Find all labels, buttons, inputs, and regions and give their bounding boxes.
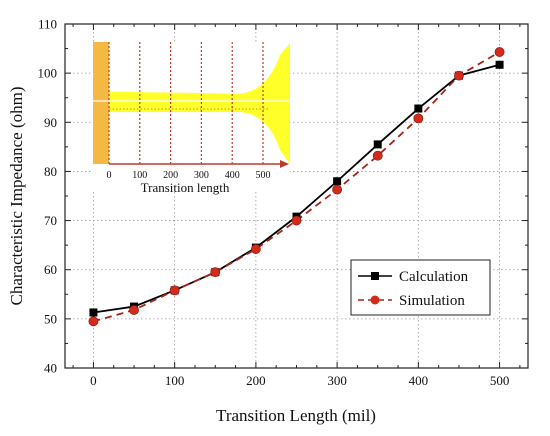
legend-marker-calculation (371, 272, 379, 280)
legend-label-simulation: Simulation (399, 293, 465, 309)
legend-marker-simulation (370, 295, 380, 305)
legend-box (350, 259, 491, 316)
simulation-point (169, 285, 180, 296)
inset-tick-labels: 0 100 200 300 400 500 (107, 170, 271, 181)
inset-arrowhead (280, 160, 289, 168)
series-layer (88, 47, 505, 327)
x-tick-label: 300 (327, 373, 347, 388)
y-tick-label: 110 (38, 17, 57, 32)
calculation-point (373, 140, 382, 149)
inset-x-label: Transition length (141, 180, 230, 195)
inset-tick-label: 100 (132, 170, 147, 181)
simulation-point (332, 184, 343, 195)
simulation-point (494, 47, 505, 57)
inset-left-block (93, 42, 109, 164)
inset-tick-label: 300 (194, 170, 209, 181)
simulation-point (250, 244, 261, 254)
inset-tick-label: 500 (256, 170, 271, 181)
simulation-point (291, 215, 302, 226)
simulation-point (129, 305, 139, 315)
y-tick-label: 90 (44, 115, 57, 130)
legend-label-calculation: Calculation (399, 269, 469, 285)
x-tick-label: 100 (165, 373, 185, 388)
inset-tick-label: 0 (107, 170, 112, 181)
calculation-point (333, 177, 342, 186)
x-axis-title: Transition Length (mil) (216, 406, 376, 425)
inset-tick-label: 400 (225, 170, 240, 181)
inset-grid-lines (108, 42, 268, 164)
x-tick-label: 0 (90, 373, 97, 388)
inset-taper-shape (109, 43, 290, 164)
calculation-point (414, 104, 423, 113)
simulation-point (454, 70, 464, 81)
simulation-point (372, 150, 383, 161)
axis-ticks (65, 23, 528, 369)
calculation-point (495, 60, 504, 69)
y-tick-label: 80 (44, 164, 57, 179)
x-tick-label: 200 (246, 373, 266, 388)
x-tick-label: 500 (490, 373, 510, 388)
y-tick-label: 100 (38, 66, 58, 81)
y-tick-label: 50 (44, 311, 57, 326)
tick-labels: 0 100 200 300 400 500 40 50 60 70 80 90 100 110 (38, 17, 510, 389)
simulation-point (413, 113, 424, 124)
inset-tick-label: 200 (163, 170, 178, 181)
y-tick-label: 60 (44, 262, 57, 277)
inset-diagram: 0 100 200 300 400 500 Transition length (92, 42, 290, 195)
legend: Calculation Simulation (350, 259, 491, 316)
calculation-point (89, 308, 98, 317)
simulation-point (88, 316, 99, 327)
simulation-point (210, 267, 221, 278)
y-axis-title: Characteristic Impedance (ohm) (7, 86, 26, 305)
y-tick-label: 40 (44, 361, 57, 376)
y-tick-label: 70 (44, 213, 57, 228)
x-tick-label: 400 (409, 373, 429, 388)
